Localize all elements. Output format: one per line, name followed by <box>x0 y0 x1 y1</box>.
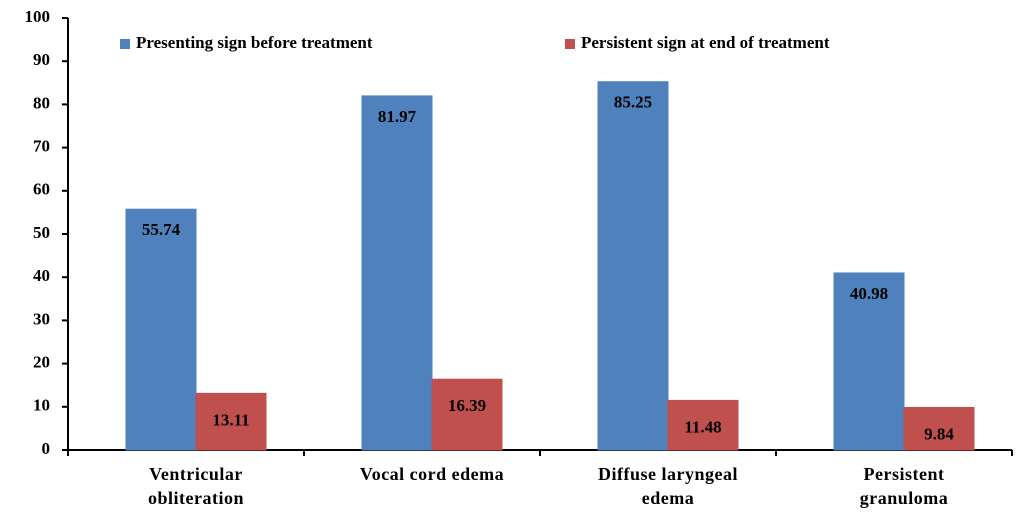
x-tick-label: Diffuse laryngeal edema <box>598 464 738 508</box>
y-tick-label: 0 <box>42 439 51 458</box>
legend-label: Persistent sign at end of treatment <box>581 33 830 52</box>
x-tick-label: Ventricular obliteration <box>148 464 244 508</box>
y-tick-label: 90 <box>33 50 50 69</box>
y-tick-label: 40 <box>33 266 50 285</box>
bar <box>431 378 503 451</box>
bar <box>195 392 267 451</box>
bar <box>597 81 669 451</box>
value-label: 13.11 <box>212 410 249 429</box>
y-tick-label: 30 <box>33 309 50 328</box>
y-tick-label: 100 <box>25 7 51 26</box>
bar <box>833 272 905 451</box>
bar <box>125 208 197 451</box>
bar <box>667 399 739 451</box>
y-tick-label: 50 <box>33 223 50 242</box>
value-label: 40.98 <box>850 284 888 303</box>
bar <box>903 406 975 451</box>
bar <box>361 95 433 451</box>
legend-swatch <box>565 39 575 49</box>
value-label: 55.74 <box>142 220 181 239</box>
x-tick-label: Vocal cord edema <box>359 464 505 484</box>
value-label: 85.25 <box>614 93 652 112</box>
y-tick-label: 70 <box>33 137 50 156</box>
y-tick-label: 60 <box>33 180 50 199</box>
y-tick-label: 20 <box>33 353 50 372</box>
value-label: 11.48 <box>684 417 721 436</box>
legend-label: Presenting sign before treatment <box>136 33 373 52</box>
value-label: 16.39 <box>448 396 486 415</box>
x-tick-label: Persistent granuloma <box>859 464 949 508</box>
y-tick-label: 80 <box>33 93 50 112</box>
legend-swatch <box>120 39 130 49</box>
y-tick-label: 10 <box>33 396 50 415</box>
value-label: 9.84 <box>924 424 954 443</box>
value-label: 81.97 <box>378 107 417 126</box>
